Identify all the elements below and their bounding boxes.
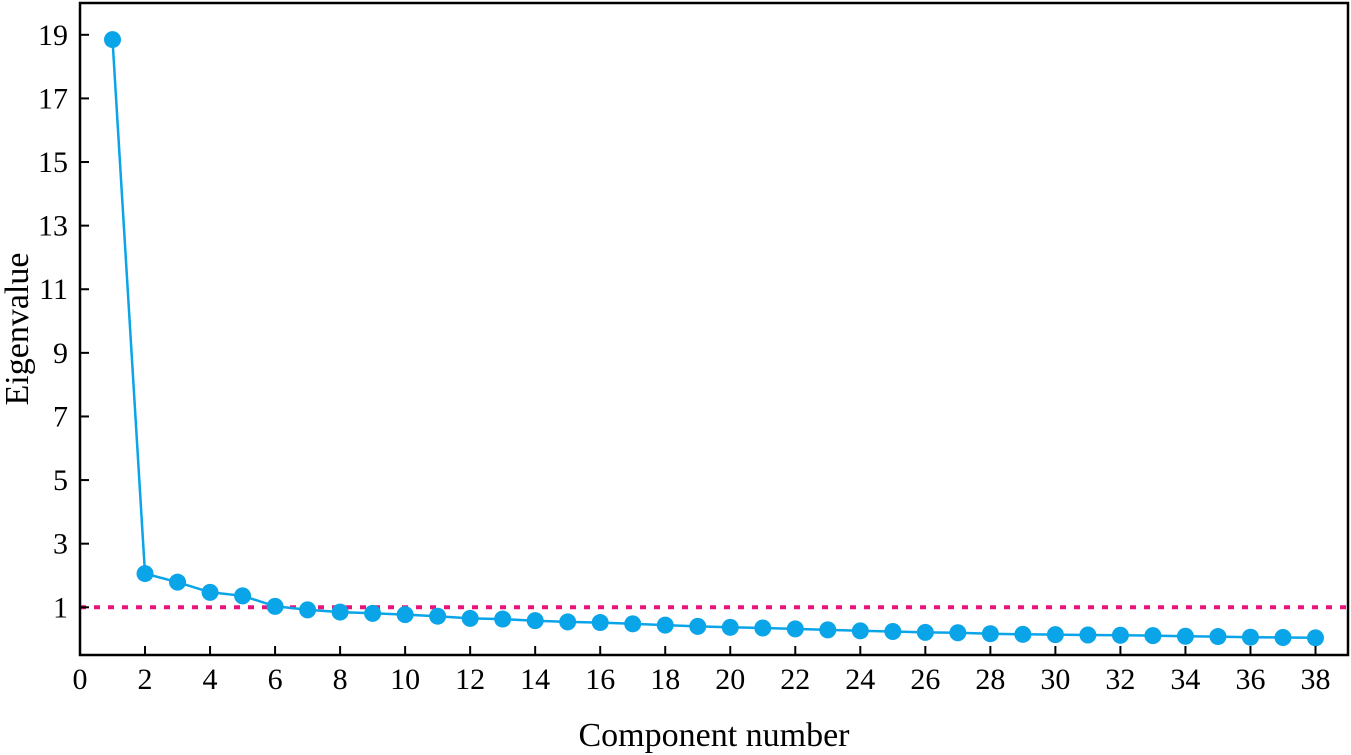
x-tick-label: 28 <box>975 663 1005 696</box>
y-tick-label: 5 <box>53 464 68 497</box>
x-tick-label: 26 <box>910 663 940 696</box>
data-point <box>494 610 512 628</box>
data-point <box>526 612 544 630</box>
data-point <box>1209 628 1227 646</box>
series-line-layer <box>111 39 1316 640</box>
x-tick-label: 32 <box>1105 663 1135 696</box>
x-tick-label: 12 <box>455 663 485 696</box>
data-point <box>786 620 804 638</box>
data-point <box>234 587 252 605</box>
series-points-layer <box>104 31 1324 647</box>
x-tick-label: 0 <box>73 663 88 696</box>
y-axis-title: Eigenvalue <box>0 253 36 406</box>
x-tick-label: 16 <box>585 663 615 696</box>
data-point <box>819 621 837 639</box>
x-tick-label: 30 <box>1040 663 1070 696</box>
data-point <box>884 622 902 640</box>
data-point <box>364 604 382 622</box>
x-tick-label: 38 <box>1300 663 1330 696</box>
x-tick-label: 34 <box>1170 663 1200 696</box>
x-tick-label: 14 <box>520 663 550 696</box>
data-point <box>1274 629 1292 647</box>
y-tick-label: 17 <box>38 82 68 115</box>
y-tick-label: 1 <box>53 591 68 624</box>
plot-frame <box>78 1 1350 657</box>
data-point <box>656 616 674 634</box>
y-tick-label: 7 <box>53 400 68 433</box>
data-point <box>624 615 642 633</box>
x-tick-label: 22 <box>780 663 810 696</box>
y-tick-label: 9 <box>53 337 68 370</box>
series-line <box>111 39 1316 640</box>
data-point <box>1111 626 1129 644</box>
data-point <box>1144 627 1162 645</box>
y-tick-label: 15 <box>38 146 68 179</box>
data-point <box>266 597 284 615</box>
data-point <box>689 617 707 635</box>
data-point <box>1241 628 1259 646</box>
data-point <box>1046 626 1064 644</box>
x-tick-label: 18 <box>650 663 680 696</box>
x-tick-label: 20 <box>715 663 745 696</box>
data-point <box>429 607 447 625</box>
data-point <box>299 601 317 619</box>
x-tick-label: 8 <box>333 663 348 696</box>
x-axis-title: Component number <box>578 717 850 754</box>
x-tick-label: 36 <box>1235 663 1265 696</box>
x-ticks: 0 2 4 6 8 10 12 14 16 18 20 22 24 26 28 30 32 34 36 38 <box>73 646 1330 696</box>
data-point <box>916 623 934 641</box>
data-point <box>851 622 869 640</box>
data-point <box>169 573 187 591</box>
data-point <box>591 614 609 632</box>
data-point <box>721 618 739 636</box>
data-point <box>949 624 967 642</box>
x-tick-label: 6 <box>268 663 283 696</box>
y-tick-label: 19 <box>38 19 68 52</box>
data-point <box>1306 629 1324 647</box>
x-tick-label: 2 <box>138 663 153 696</box>
data-point <box>136 565 154 583</box>
y-tick-label: 11 <box>39 273 68 306</box>
data-point <box>201 583 219 601</box>
data-point <box>981 625 999 643</box>
data-point <box>1079 626 1097 644</box>
data-point <box>559 613 577 631</box>
data-point <box>1014 625 1032 643</box>
data-point <box>331 603 349 621</box>
data-point <box>461 609 479 627</box>
data-point <box>104 31 122 49</box>
data-point <box>396 606 414 624</box>
data-point <box>1176 627 1194 645</box>
data-point <box>754 619 772 637</box>
y-tick-label: 3 <box>53 528 68 561</box>
x-tick-label: 10 <box>390 663 420 696</box>
y-tick-label: 13 <box>38 210 68 243</box>
x-tick-label: 4 <box>203 663 218 696</box>
x-tick-label: 24 <box>845 663 875 696</box>
